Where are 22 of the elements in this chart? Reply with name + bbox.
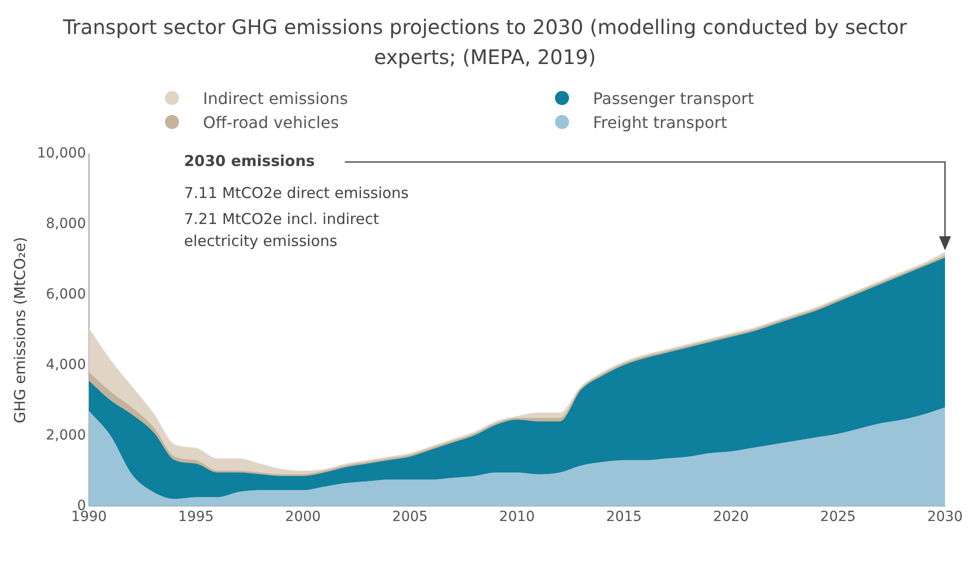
x-tick-label: 2005 bbox=[392, 509, 428, 526]
legend-label: Freight transport bbox=[593, 112, 728, 132]
x-tick-label: 2010 bbox=[499, 509, 535, 526]
y-tick-label: 8,000 bbox=[46, 216, 86, 232]
annotation: 2030 emissions bbox=[184, 152, 315, 170]
x-tick-label: 2000 bbox=[285, 509, 321, 526]
x-tick-label: 2020 bbox=[713, 509, 749, 526]
legend-label: Off-road vehicles bbox=[203, 112, 339, 132]
y-axis-title: GHG emissions (MtCO₂e) bbox=[10, 236, 29, 424]
annotation: 7.21 MtCO2e incl. indirect electricity emissions bbox=[184, 210, 380, 250]
y-tick-label: 2,000 bbox=[46, 427, 86, 444]
x-tick-label: 2015 bbox=[606, 509, 642, 526]
legend-label: Passenger transport bbox=[593, 88, 754, 108]
y-tick-label: 6,000 bbox=[46, 286, 86, 303]
x-tick-label: 1995 bbox=[178, 509, 214, 526]
y-tick-label: 4,000 bbox=[46, 356, 86, 373]
annotation: 7.11 MtCO2e direct emissions bbox=[184, 184, 409, 202]
chart-title: Transport sector GHG emissions projections to 2030 (modelling conducted by sector experts; (MEPA, 2019) bbox=[62, 14, 908, 71]
x-tick-label: 2025 bbox=[820, 509, 856, 526]
x-tick-label: 2030 bbox=[927, 509, 963, 526]
y-tick-label: 10,000 bbox=[36, 146, 86, 162]
legend-label: Indirect emissions bbox=[203, 88, 348, 108]
